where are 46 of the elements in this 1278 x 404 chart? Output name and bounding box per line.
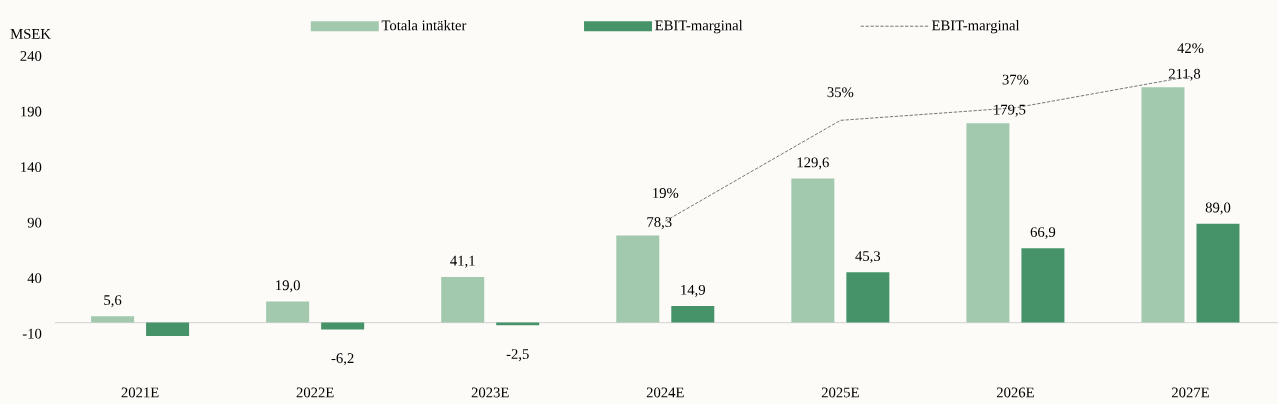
bar <box>966 123 1010 323</box>
bar <box>1021 248 1065 323</box>
bar <box>91 316 135 323</box>
data-label: 5,6 <box>104 295 122 308</box>
bar <box>671 306 715 323</box>
data-label: 66,9 <box>1030 227 1056 240</box>
bar <box>1141 87 1185 323</box>
y-tick-label: 190 <box>21 106 42 117</box>
x-tick-label: 2023E <box>471 387 509 398</box>
y-tick-label: 240 <box>20 51 42 61</box>
legend-label: EBIT-marginal <box>931 20 1020 34</box>
x-tick-label: 2021E <box>121 387 159 398</box>
data-label: 35% <box>827 87 854 98</box>
x-tick-label: 2022E <box>296 387 334 398</box>
data-label: 19% <box>653 188 679 198</box>
data-label: 14,9 <box>681 284 706 297</box>
bar <box>146 322 190 336</box>
bar <box>1196 223 1240 323</box>
data-label: 211,8 <box>1168 68 1201 81</box>
data-label: 45,3 <box>855 251 881 264</box>
data-label: -2,5 <box>506 349 529 362</box>
x-tick-label: 2025E <box>821 387 859 398</box>
y-tick-label: 40 <box>27 273 42 284</box>
bar <box>791 178 835 323</box>
data-label: 19,0 <box>276 280 300 293</box>
bar <box>846 272 890 323</box>
bar <box>441 276 485 323</box>
bar <box>616 235 660 323</box>
y-tick-label: -10 <box>22 328 42 339</box>
data-label: 42% <box>1177 43 1204 54</box>
x-tick-label: 2026E <box>996 387 1034 398</box>
x-tick-label: 2027E <box>1171 387 1209 398</box>
y-tick-label: 90 <box>27 217 42 228</box>
data-label: 129,6 <box>797 157 829 170</box>
legend-label: EBIT-marginal <box>655 20 743 34</box>
y-axis-title: MSEK <box>10 29 51 39</box>
data-label: 179,5 <box>994 104 1026 117</box>
data-label: 37% <box>1002 74 1029 85</box>
bar <box>266 301 310 323</box>
y-tick-label: 140 <box>21 162 42 173</box>
data-label: 89,0 <box>1205 202 1231 215</box>
data-label: 41,1 <box>450 255 475 268</box>
legend-label: Totala intäkter <box>381 20 467 31</box>
data-label: -6,2 <box>331 353 354 366</box>
x-tick-label: 2024E <box>646 387 684 398</box>
data-label: 78,3 <box>647 217 672 230</box>
